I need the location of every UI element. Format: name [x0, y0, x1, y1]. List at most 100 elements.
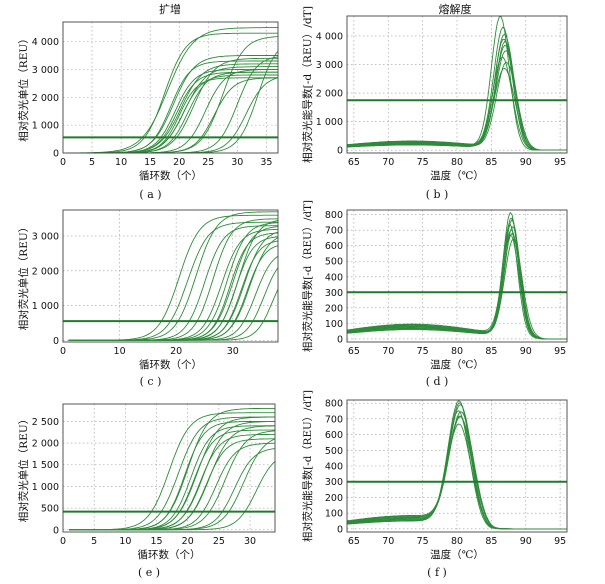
x-tick-label: 95: [554, 346, 566, 357]
series-line-c-8: [68, 226, 279, 341]
x-axis-label-d: 温度（℃）: [430, 358, 484, 371]
x-tick-label: 20: [182, 536, 194, 547]
y-axis-label-f: 相对荧光能导数[-d（REU）/dT]: [301, 390, 314, 542]
chart-d: 65 70 75 80 85 90 95 0 100 200 300 400 500 600 700 800 温…: [301, 200, 568, 388]
series-line-c-9: [68, 236, 279, 341]
series-line-b-7: [346, 61, 567, 151]
series-line-e-8: [69, 421, 275, 531]
chart-e: 0 5 10 15 20 25 30 0 500 1 000 1 500 2 000 2 500 循环数（…: [17, 403, 276, 579]
x-axis-label-b: 温度（℃）: [430, 169, 484, 182]
y-axis-label-e: 相对荧光单位（REU）: [17, 414, 30, 522]
y-tick-label: 0: [53, 336, 59, 347]
x-tick-label: 35: [260, 157, 272, 168]
x-tick-label: 90: [520, 157, 532, 168]
x-tick-label: 25: [213, 536, 225, 547]
y-tick-label: 2 000: [316, 89, 343, 100]
x-tick-label: 10: [114, 346, 126, 357]
x-tick-label: 95: [554, 536, 566, 547]
x-tick-label: 95: [554, 157, 566, 168]
y-tick-label: 600: [325, 241, 343, 252]
plot-frame-f: [346, 399, 568, 533]
x-tick-label: 75: [417, 346, 429, 357]
x-axis-label-c: 循环数（个）: [139, 358, 202, 371]
x-tick-label: 30: [244, 536, 256, 547]
x-tick-label: 10: [115, 157, 127, 168]
series-line-d-0: [346, 211, 567, 340]
series-line-e-9: [69, 438, 275, 531]
x-tick-label: 0: [60, 157, 66, 168]
y-tick-label: 0: [53, 525, 59, 536]
y-tick-label: 300: [325, 288, 343, 299]
x-tick-label: 90: [520, 346, 532, 357]
series-line-e-14: [69, 438, 276, 531]
x-tick-label: 85: [485, 157, 497, 168]
x-axis-label-e: 循环数（个）: [138, 548, 201, 561]
series-line-d-8: [346, 238, 567, 340]
series-line-c-6: [68, 222, 279, 341]
y-axis-label-a: 相对荧光单位（REU）: [17, 33, 30, 141]
y-tick-label: 0: [53, 149, 59, 160]
y-tick-label: 600: [325, 430, 343, 441]
y-tick-label: 200: [325, 493, 343, 504]
series-line-c-14: [68, 237, 279, 341]
series-line-e-2: [69, 420, 275, 531]
x-tick-label: 5: [91, 536, 97, 547]
y-tick-label: 3 000: [32, 232, 59, 243]
y-tick-label: 500: [325, 446, 343, 457]
y-axis-label-d: 相对荧光能导数[-d（REU）/dT]: [301, 200, 314, 352]
x-tick-label: 20: [173, 157, 185, 168]
x-tick-label: 10: [119, 536, 131, 547]
x-tick-label: 15: [144, 157, 156, 168]
chart-f: 65 70 75 80 85 90 95 0 100 200 300 400 500 600 700 800 温…: [301, 390, 568, 579]
y-tick-label: 800: [325, 399, 343, 410]
x-tick-label: 20: [170, 346, 182, 357]
series-line-c-17: [68, 289, 279, 341]
y-tick-label: 1 000: [32, 121, 59, 132]
x-tick-label: 75: [417, 157, 429, 168]
panel-caption-b: ( b ): [426, 188, 449, 201]
x-tick-label: 80: [451, 346, 463, 357]
panel-caption-a: ( a ): [139, 188, 161, 201]
series-line-f-2: [346, 404, 567, 530]
series-line-c-7: [68, 232, 279, 341]
x-tick-label: 25: [202, 157, 214, 168]
y-tick-label: 1 500: [32, 460, 59, 471]
series-line-d-5: [346, 229, 567, 340]
y-tick-label: 400: [325, 462, 343, 473]
y-tick-label: 0: [337, 146, 343, 157]
series-line-d-6: [346, 232, 567, 340]
x-tick-label: 30: [231, 157, 243, 168]
x-tick-label: 65: [348, 157, 360, 168]
y-tick-label: 3 000: [32, 65, 59, 76]
x-tick-label: 0: [60, 536, 66, 547]
y-tick-label: 700: [325, 226, 343, 237]
chart-a: 0 5 10 15 20 25 30 35 0 1 000 2 000 3 000 4 000 循环数（个…: [17, 21, 279, 201]
series-line-b-9: [346, 40, 567, 151]
y-tick-label: 4 000: [32, 37, 59, 48]
x-tick-label: 0: [60, 346, 66, 357]
x-tick-label: 5: [89, 157, 95, 168]
y-tick-label: 1 000: [32, 482, 59, 493]
series-line-c-12: [68, 231, 279, 341]
series-line-a-14: [68, 36, 279, 154]
series-line-e-4: [69, 425, 275, 531]
column-title-melting: 熔解度: [439, 2, 472, 16]
x-tick-label: 80: [451, 157, 463, 168]
y-tick-label: 500: [41, 504, 59, 515]
plot-frame-b: [346, 15, 568, 154]
y-tick-label: 1 000: [32, 301, 59, 312]
panel-caption-e: ( e ): [138, 566, 160, 579]
x-tick-label: 85: [485, 346, 497, 357]
series-line-d-1: [346, 217, 567, 340]
x-tick-label: 70: [382, 157, 394, 168]
y-axis-label-b: 相对荧光能导数[-d（REU）/dT]: [301, 6, 314, 163]
y-tick-label: 700: [325, 414, 343, 425]
chart-panels: 0 5 10 15 20 25 30 35 0 1 000 2 000 3 000 4 000 循环数（个…: [17, 6, 568, 579]
y-tick-label: 2 000: [32, 93, 59, 104]
series-line-a-0: [68, 32, 278, 154]
series-line-c-1: [68, 221, 278, 341]
x-tick-label: 70: [382, 536, 394, 547]
y-tick-label: 2 500: [32, 417, 59, 428]
series-line-c-10: [68, 220, 279, 341]
